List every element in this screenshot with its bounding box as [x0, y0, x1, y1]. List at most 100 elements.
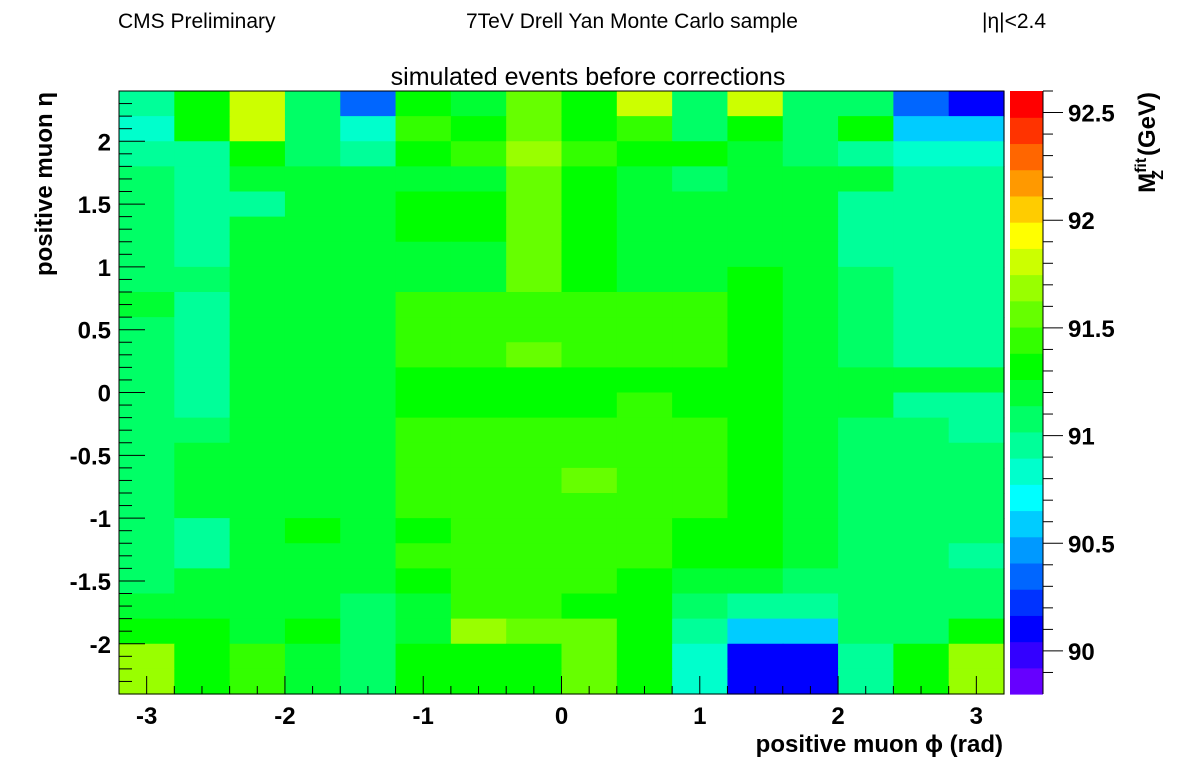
heatmap-cell [893, 593, 950, 620]
heatmap-cell [450, 342, 507, 368]
heatmap-cell [340, 241, 397, 268]
heatmap-cell [450, 91, 507, 117]
heatmap-cell [727, 493, 784, 519]
heatmap-cell [340, 493, 397, 519]
heatmap-cell [174, 367, 231, 394]
heatmap-cell [838, 417, 894, 444]
heatmap-cell [893, 266, 950, 293]
heatmap-cell [340, 266, 397, 293]
heatmap-cell [838, 191, 894, 218]
heatmap-cell [616, 266, 673, 293]
heatmap-cell [948, 141, 1005, 167]
heatmap-cell [229, 342, 286, 368]
heatmap-cell [782, 417, 839, 444]
heatmap-cell [229, 166, 286, 193]
heatmap-cell [174, 216, 231, 243]
heatmap-cell [284, 141, 341, 167]
x-tick-label: 1 [693, 703, 706, 730]
heatmap-cell [727, 518, 784, 544]
heatmap-cell [174, 91, 231, 117]
heatmap-cell [174, 317, 231, 343]
color-scale-band [1010, 431, 1043, 459]
heatmap-cell [672, 216, 729, 243]
heatmap-cell [229, 266, 286, 293]
heatmap-cell [450, 392, 507, 419]
heatmap-cell [782, 191, 839, 218]
heatmap-cell [561, 141, 618, 167]
heatmap-cell [782, 467, 839, 494]
heatmap-cell [616, 467, 673, 494]
heatmap-cell [174, 266, 231, 293]
heatmap-cell [395, 91, 452, 117]
heatmap-cell [284, 166, 341, 193]
heatmap-cell [450, 292, 507, 318]
heatmap-cell [229, 643, 286, 670]
heatmap-cell [340, 91, 397, 117]
heatmap-cell [782, 493, 839, 519]
heatmap-cell [727, 191, 784, 218]
heatmap-cell [782, 392, 839, 419]
heatmap-cell [616, 367, 673, 394]
heatmap-cell [838, 292, 894, 318]
heatmap-cell [948, 116, 1005, 142]
heatmap-cell [450, 191, 507, 218]
heatmap-cell [616, 493, 673, 519]
heatmap-cell [893, 417, 950, 444]
heatmap-cell [450, 643, 507, 670]
y-tick-label: -2 [90, 632, 111, 659]
heatmap-cell [229, 442, 286, 469]
heatmap-cell [948, 292, 1005, 318]
heatmap-cell [672, 367, 729, 394]
heatmap-cell [948, 266, 1005, 293]
heatmap-cell [561, 342, 618, 368]
heatmap-cell [561, 367, 618, 394]
heatmap-cell [838, 618, 894, 645]
heatmap-cell [948, 317, 1005, 343]
heatmap-cell [727, 292, 784, 318]
heatmap-cell [672, 643, 729, 670]
heatmap-cell [450, 317, 507, 343]
heatmap-cell [561, 643, 618, 670]
chart-title: simulated events before corrections [390, 63, 786, 91]
heatmap-cell [948, 392, 1005, 419]
heatmap-cell [838, 518, 894, 544]
heatmap-cell [672, 593, 729, 620]
heatmap-cell [672, 543, 729, 569]
heatmap-cell [782, 367, 839, 394]
heatmap-cell [893, 392, 950, 419]
heatmap-cell [506, 442, 563, 469]
heatmap-cell [727, 593, 784, 620]
heatmap-cell [727, 241, 784, 268]
heatmap-cell [838, 266, 894, 293]
heatmap-cell [727, 317, 784, 343]
heatmap-cell [672, 292, 729, 318]
heatmap-cell [340, 116, 397, 142]
heatmap-cell [782, 618, 839, 645]
heatmap-cell [284, 643, 341, 670]
heatmap-cell [395, 593, 452, 620]
heatmap-cell [229, 367, 286, 394]
heatmap-cell [284, 417, 341, 444]
heatmap-cell [506, 342, 563, 368]
heatmap-cell [838, 442, 894, 469]
heatmap-cell [395, 241, 452, 268]
heatmap-cell [450, 241, 507, 268]
heatmap-cell [672, 467, 729, 494]
color-scale-band [1010, 405, 1043, 433]
z-tick-label: 91 [1068, 424, 1095, 451]
heatmap-cell [838, 342, 894, 368]
heatmap-cell [838, 166, 894, 193]
heatmap-cell [727, 568, 784, 595]
heatmap-cell [284, 91, 341, 117]
heatmap-cell [284, 543, 341, 569]
heatmap-cell [450, 367, 507, 394]
x-tick-label: 2 [831, 703, 844, 730]
heatmap-cell [893, 241, 950, 268]
heatmap-cell [340, 543, 397, 569]
color-scale-band [1010, 143, 1043, 171]
heatmap-cell [561, 392, 618, 419]
heatmap-cell [948, 593, 1005, 620]
heatmap-cell [450, 417, 507, 444]
heatmap-cell [174, 493, 231, 519]
heatmap-cell [893, 568, 950, 595]
